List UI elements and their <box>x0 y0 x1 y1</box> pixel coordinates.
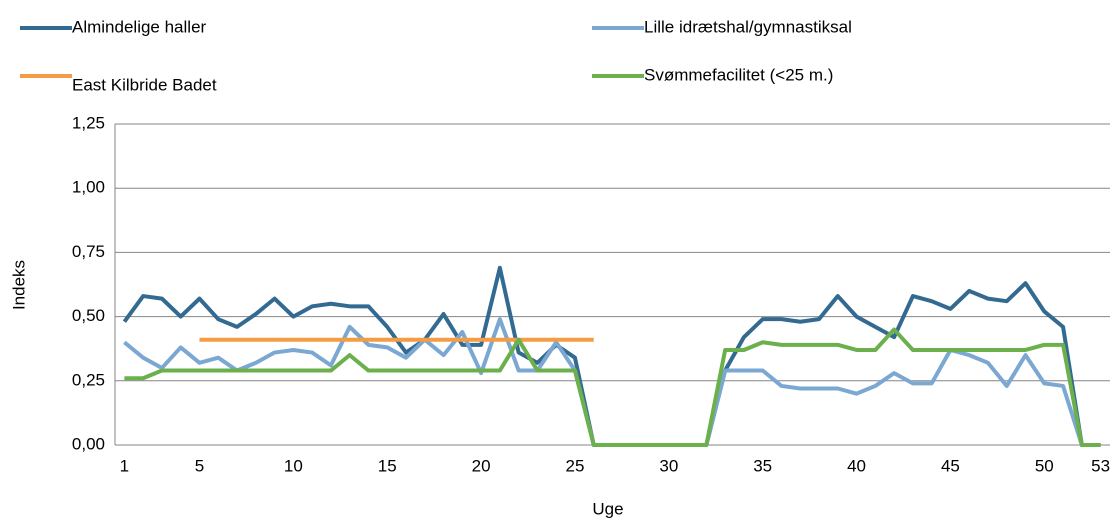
x-tick-label: 10 <box>284 456 303 475</box>
y-tick-label: 1,25 <box>72 113 105 132</box>
x-tick-label: 35 <box>753 456 772 475</box>
y-tick-label: 0,00 <box>72 434 105 453</box>
x-tick-label: 15 <box>378 456 397 475</box>
x-tick-label: 30 <box>659 456 678 475</box>
y-axis-label: Indeks <box>9 260 28 310</box>
x-tick-label: 53 <box>1091 456 1110 475</box>
x-axis-label: Uge <box>592 499 623 518</box>
x-tick-label: 40 <box>847 456 866 475</box>
legend-label: East Kilbride Badet <box>72 75 217 94</box>
y-tick-label: 0,50 <box>72 306 105 325</box>
y-tick-label: 1,00 <box>72 178 105 197</box>
legend-label: Svømmefacilitet (<25 m.) <box>644 65 833 84</box>
x-tick-label: 45 <box>941 456 960 475</box>
x-tick-label: 5 <box>195 456 204 475</box>
x-tick-label: 25 <box>565 456 584 475</box>
y-tick-label: 0,25 <box>72 370 105 389</box>
legend-label: Lille idrætshal/gymnastiksal <box>644 17 852 36</box>
x-tick-label: 1 <box>120 456 129 475</box>
x-tick-label: 20 <box>472 456 491 475</box>
x-tick-label: 50 <box>1035 456 1054 475</box>
legend-label: Almindelige haller <box>72 17 207 36</box>
y-tick-label: 0,75 <box>72 242 105 261</box>
series-line <box>124 327 1101 447</box>
